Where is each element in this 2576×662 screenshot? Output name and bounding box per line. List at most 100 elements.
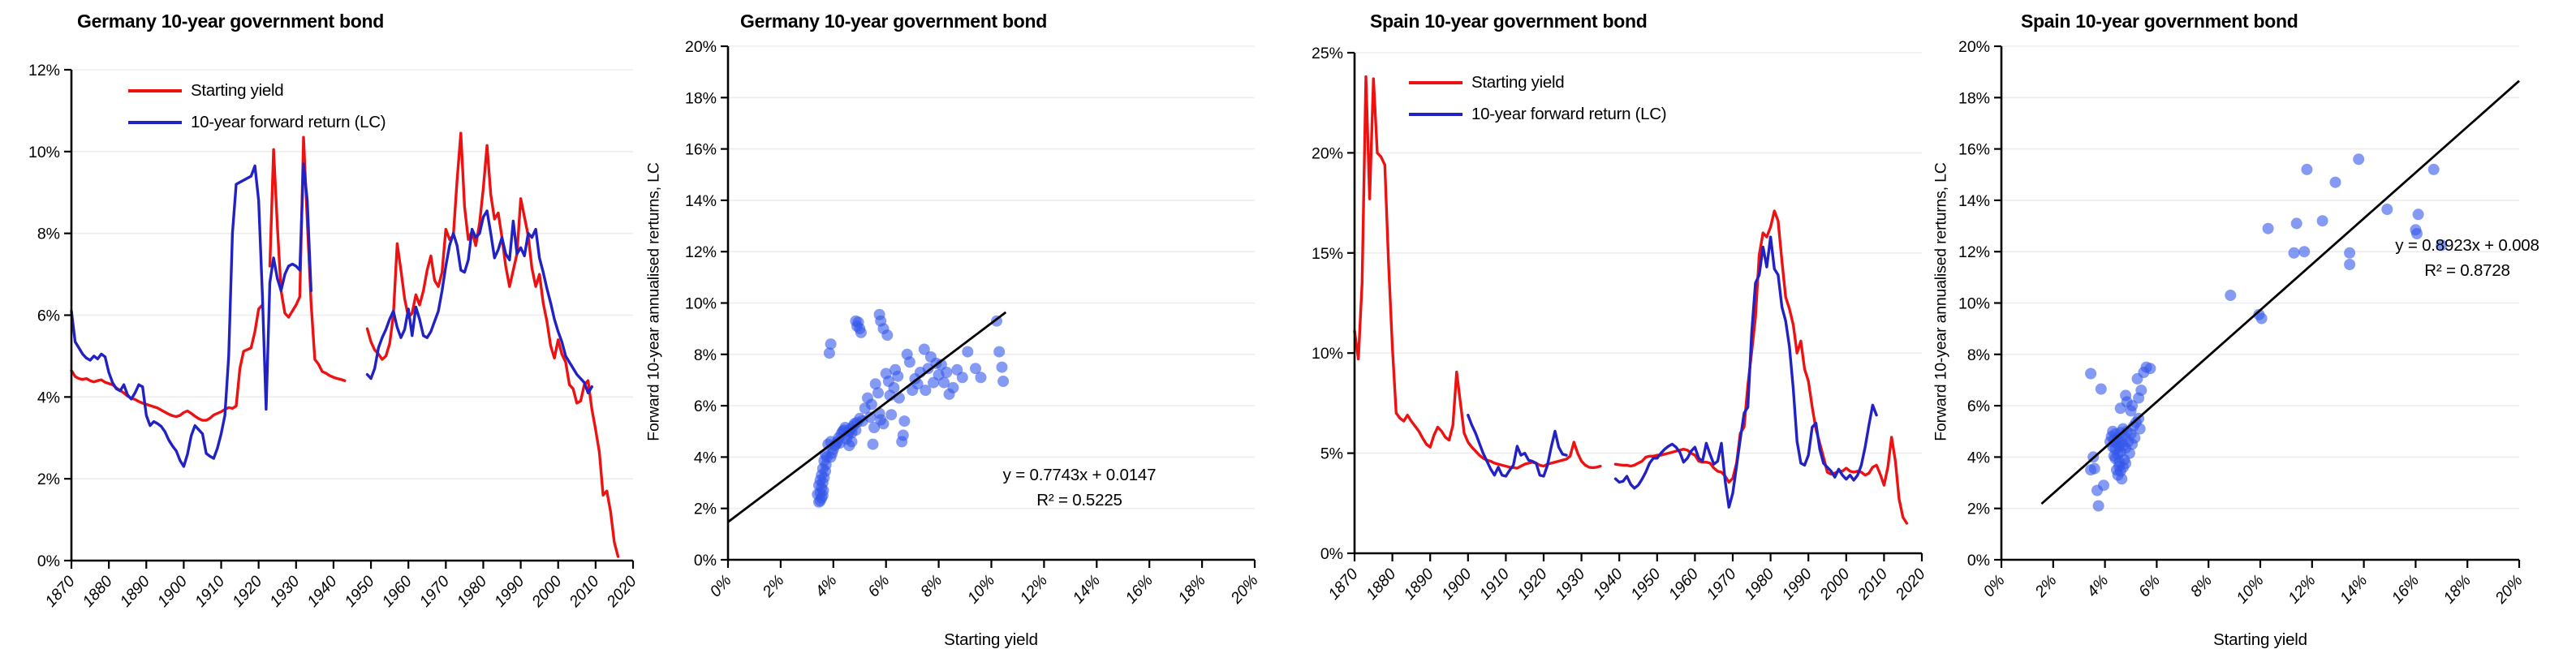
scatter-point [2344, 247, 2356, 259]
x-tick-label: 1960 [379, 573, 416, 611]
legend-swatch-blue-line [1409, 113, 1462, 116]
y-tick-label: 20% [685, 38, 717, 56]
x-tick-label: 2% [2031, 572, 2061, 601]
scatter-point [2344, 259, 2356, 270]
scatter-point [2134, 423, 2146, 435]
spain-line-plot: 0% 5% 10% 15% 20% 25% 1870 1880 1890 1900 1910 1920… [1312, 45, 1929, 604]
legend-label: 10-year forward return (LC) [1471, 105, 1667, 123]
y-tick-label: 0% [1320, 545, 1343, 563]
series-line [70, 303, 264, 422]
scatter-point [2116, 473, 2128, 485]
scatter-point [892, 370, 904, 382]
scatter-point [888, 381, 900, 393]
y-tick-label: 4% [694, 449, 717, 466]
scatter-point [2290, 217, 2302, 230]
x-tick-label: 4% [2083, 572, 2112, 601]
series-line [1613, 235, 1878, 509]
scatter-point [993, 346, 1006, 358]
scatter-point [897, 429, 909, 441]
scatter-point [2109, 453, 2122, 464]
y-tick-label: 2% [1967, 501, 1990, 518]
y-tick-label: 12% [685, 243, 717, 261]
x-tick-label: 1980 [1741, 565, 1777, 604]
y-tick-label: 14% [685, 192, 717, 210]
scatter-point [938, 376, 950, 389]
legend-label: 10-year forward return (LC) [191, 113, 386, 131]
y-tick-label: 0% [1967, 552, 1990, 570]
scatter-point [2095, 383, 2107, 395]
spain-scatter-plot: 0% 2% 4% 6% 8% 10% 12% 14% 16% 18% 20% 0% 2% 4% 6% 8% 10… [1958, 38, 2526, 608]
y-tick-label: 10% [685, 295, 717, 313]
x-tick-label: 16% [1122, 572, 1156, 608]
series-line [365, 209, 593, 394]
x-tick-label: 1910 [1476, 565, 1513, 604]
scatter-point [975, 372, 987, 384]
series-line [1353, 75, 1602, 470]
x-tick-label: 1980 [454, 573, 490, 611]
x-tick-label: 2020 [603, 573, 640, 612]
legend-spain: Starting yield 10-year forward return (L… [1409, 73, 1667, 124]
y-tick-label: 18% [685, 89, 717, 107]
scatter-point [903, 356, 915, 368]
y-tick-label: 4% [37, 389, 60, 406]
y-tick-label: 8% [694, 346, 717, 364]
scatter-point [2412, 208, 2424, 221]
y-axis-label-spain-scatter: Forward 10-year annualised rerturns, LC [1932, 162, 1950, 441]
x-tick-label: 1970 [1703, 565, 1739, 604]
y-tick-label: 16% [685, 141, 717, 159]
germany-line-plot: 0% 2% 4% 6% 8% 10% 12% 1870 1880 1890 1900 1910 1920… [28, 62, 640, 611]
scatter-point [2298, 246, 2311, 258]
scatter-point [962, 346, 974, 358]
series-line [70, 162, 312, 468]
y-tick-label: 12% [28, 62, 60, 80]
x-tick-label: 1920 [1514, 565, 1550, 604]
scatter-point [865, 398, 877, 411]
scatter-point [846, 436, 858, 448]
x-tick-label: 2020 [1892, 565, 1929, 604]
scatter-point [918, 343, 930, 355]
scatter-point [941, 367, 953, 378]
y-tick-label: 20% [1958, 38, 1990, 56]
scatter-point [2301, 163, 2313, 175]
scatter-point [2262, 222, 2274, 234]
equation-text: y = 0.7743x + 0.0147 [1002, 466, 1157, 484]
y-tick-label: 10% [1958, 295, 1990, 313]
y-tick-label: 10% [1312, 345, 1343, 363]
x-axis-label-germany-scatter: Starting yield [944, 630, 1038, 649]
y-tick-label: 2% [37, 471, 60, 488]
x-tick-label: 1990 [1779, 565, 1816, 604]
x-tick-label: 1880 [79, 573, 115, 611]
scatter-point [2135, 385, 2147, 397]
legend-label: Starting yield [191, 81, 284, 100]
x-tick-label: 18% [1174, 572, 1208, 608]
scatter-point [2427, 163, 2440, 175]
x-tick-label: 8% [2187, 572, 2216, 601]
scatter-point [997, 376, 1010, 387]
scatter-point [823, 347, 835, 359]
scatter-point [2098, 479, 2109, 492]
series-line [268, 135, 347, 382]
scatter-point [920, 385, 932, 397]
r-squared-text: R² = 0.8728 [2424, 261, 2510, 280]
x-tick-label: 10% [964, 572, 998, 608]
y-tick-label: 18% [1958, 89, 1990, 107]
series-line [1467, 414, 1568, 478]
x-tick-label: 14% [1070, 572, 1104, 608]
y-tick-label: 20% [1312, 144, 1343, 162]
scatter-point [877, 418, 890, 430]
x-tick-label: 1870 [41, 573, 78, 611]
chart-title-germany-scatter: Germany 10-year government bond [740, 11, 1047, 32]
x-tick-label: 10% [2233, 572, 2267, 608]
x-tick-label: 1990 [491, 573, 528, 611]
x-tick-label: 0% [707, 572, 735, 601]
r-squared-text: R² = 0.5225 [1036, 491, 1122, 509]
legend-item-forward-return: 10-year forward return (LC) [1409, 105, 1667, 124]
scatter-point [867, 438, 879, 450]
y-tick-label: 4% [1967, 449, 1990, 466]
legend-swatch-red-line [128, 89, 182, 92]
y-tick-label: 14% [1958, 192, 1990, 210]
scatter-point [2316, 215, 2328, 227]
x-tick-label: 1950 [1627, 565, 1664, 604]
